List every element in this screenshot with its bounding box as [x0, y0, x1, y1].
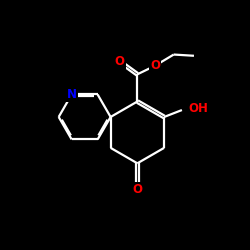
Text: O: O [114, 55, 124, 68]
Text: O: O [132, 183, 142, 196]
Text: N: N [67, 88, 77, 101]
Text: OH: OH [188, 102, 208, 115]
Text: O: O [150, 59, 160, 72]
